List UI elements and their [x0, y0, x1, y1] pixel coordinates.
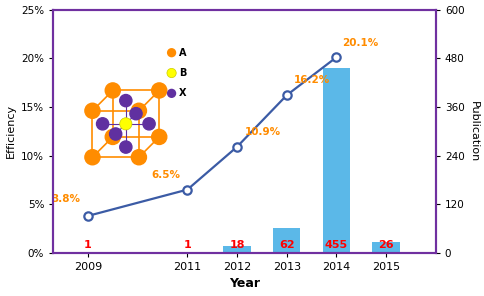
Circle shape	[85, 103, 100, 118]
Bar	[224, 246, 251, 253]
Circle shape	[151, 83, 167, 98]
Y-axis label: Publication: Publication	[469, 101, 479, 162]
Text: 10.9%: 10.9%	[244, 127, 281, 137]
Circle shape	[96, 118, 109, 130]
Text: X: X	[179, 88, 186, 98]
Text: 3.8%: 3.8%	[52, 194, 81, 204]
Circle shape	[143, 118, 155, 130]
Bar	[174, 252, 201, 253]
Bar	[323, 68, 350, 253]
Circle shape	[131, 150, 147, 165]
Text: B: B	[179, 68, 186, 78]
Circle shape	[131, 103, 147, 118]
Bar	[273, 228, 301, 253]
Y-axis label: Efficiency: Efficiency	[5, 104, 15, 158]
Text: 20.1%: 20.1%	[342, 38, 378, 48]
Text: 16.2%: 16.2%	[294, 75, 331, 86]
Circle shape	[167, 48, 176, 57]
Text: 1: 1	[84, 240, 92, 250]
Text: 455: 455	[325, 240, 348, 250]
Bar	[373, 242, 400, 253]
X-axis label: Year: Year	[229, 277, 260, 290]
Bar	[75, 252, 102, 253]
Text: 26: 26	[378, 240, 394, 250]
Text: 6.5%: 6.5%	[151, 170, 180, 180]
Circle shape	[105, 83, 121, 98]
Text: 1: 1	[183, 240, 191, 250]
Circle shape	[105, 129, 121, 144]
Text: 62: 62	[279, 240, 295, 250]
Circle shape	[120, 141, 132, 153]
Circle shape	[167, 89, 176, 98]
Circle shape	[109, 128, 122, 140]
Circle shape	[167, 68, 176, 78]
Circle shape	[120, 118, 132, 130]
Circle shape	[151, 129, 167, 144]
Circle shape	[85, 150, 100, 165]
Text: 18: 18	[229, 240, 245, 250]
Circle shape	[130, 107, 142, 120]
Circle shape	[120, 94, 132, 107]
Text: A: A	[179, 48, 186, 58]
